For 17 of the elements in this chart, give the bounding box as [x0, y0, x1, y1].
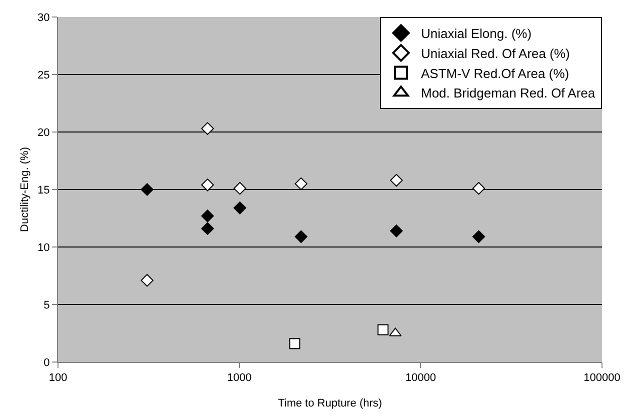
y-tick-label: 15 — [38, 184, 50, 196]
x-tick-label: 100 — [48, 372, 68, 384]
x-tick-label: 1000 — [227, 372, 252, 384]
y-tick-label: 5 — [44, 299, 50, 312]
x-tick-label: 10000 — [405, 372, 436, 384]
y-axis-title: Ductility-Eng. (%) — [19, 147, 32, 232]
x-axis-title: Time to Rupture (hrs) — [278, 397, 382, 410]
y-tick-label: 10 — [38, 242, 50, 254]
y-tick-label: 25 — [38, 69, 50, 82]
legend-label: Uniaxial Red. Of Area (%) — [421, 46, 570, 61]
y-tick-label: 20 — [38, 126, 50, 139]
y-tick-label: 0 — [44, 356, 50, 369]
legend-label: Mod. Bridgeman Red. Of Area — [421, 86, 596, 101]
y-tick-label: 30 — [38, 12, 50, 24]
legend-label: Uniaxial Elong. (%) — [421, 26, 532, 42]
x-tick-label: 100000 — [584, 372, 620, 384]
legend-label: ASTM-V Red.Of Area (%) — [421, 66, 570, 81]
